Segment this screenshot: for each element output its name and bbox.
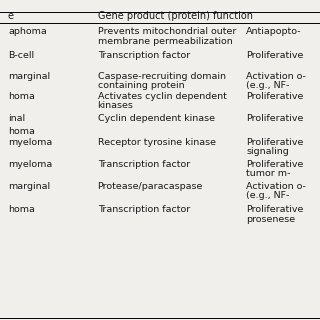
Text: containing protein: containing protein: [98, 82, 184, 91]
Text: membrane permeabilization: membrane permeabilization: [98, 36, 232, 45]
Text: aphoma: aphoma: [8, 27, 47, 36]
Text: Proliferative: Proliferative: [246, 51, 304, 60]
Text: Gene product (protein) function: Gene product (protein) function: [98, 11, 252, 21]
Text: marginal: marginal: [8, 182, 50, 191]
Text: Protease/paracaspase: Protease/paracaspase: [98, 182, 203, 191]
Text: (e.g., NF-: (e.g., NF-: [246, 191, 290, 201]
Text: Proliferative: Proliferative: [246, 92, 304, 101]
Text: homa: homa: [8, 205, 35, 214]
Text: Proliferative: Proliferative: [246, 138, 304, 147]
Text: Proliferative: Proliferative: [246, 160, 304, 169]
Text: Activates cyclin dependent: Activates cyclin dependent: [98, 92, 227, 101]
Text: e: e: [8, 11, 14, 21]
Text: Transcription factor: Transcription factor: [98, 205, 190, 214]
Text: Activation o-: Activation o-: [246, 72, 306, 81]
Text: Antiapopto-: Antiapopto-: [246, 27, 302, 36]
Text: marginal: marginal: [8, 72, 50, 81]
Text: tumor m-: tumor m-: [246, 170, 291, 179]
Text: Proliferative: Proliferative: [246, 205, 304, 214]
Text: Transcription factor: Transcription factor: [98, 51, 190, 60]
Text: homa: homa: [8, 127, 35, 136]
Text: Prevents mitochondrial outer: Prevents mitochondrial outer: [98, 27, 236, 36]
Text: prosenese: prosenese: [246, 214, 296, 223]
Text: myeloma: myeloma: [8, 160, 52, 169]
Text: signaling: signaling: [246, 148, 289, 156]
Text: homa: homa: [8, 92, 35, 101]
Text: inal: inal: [8, 114, 25, 123]
Text: myeloma: myeloma: [8, 138, 52, 147]
Text: (e.g., NF-: (e.g., NF-: [246, 82, 290, 91]
Text: Cyclin dependent kinase: Cyclin dependent kinase: [98, 114, 215, 123]
Text: Transcription factor: Transcription factor: [98, 160, 190, 169]
Text: kinases: kinases: [98, 101, 133, 110]
Text: Activation o-: Activation o-: [246, 182, 306, 191]
Text: B-cell: B-cell: [8, 51, 34, 60]
Text: Caspase-recruiting domain: Caspase-recruiting domain: [98, 72, 226, 81]
Text: Proliferative: Proliferative: [246, 114, 304, 123]
Text: Receptor tyrosine kinase: Receptor tyrosine kinase: [98, 138, 216, 147]
